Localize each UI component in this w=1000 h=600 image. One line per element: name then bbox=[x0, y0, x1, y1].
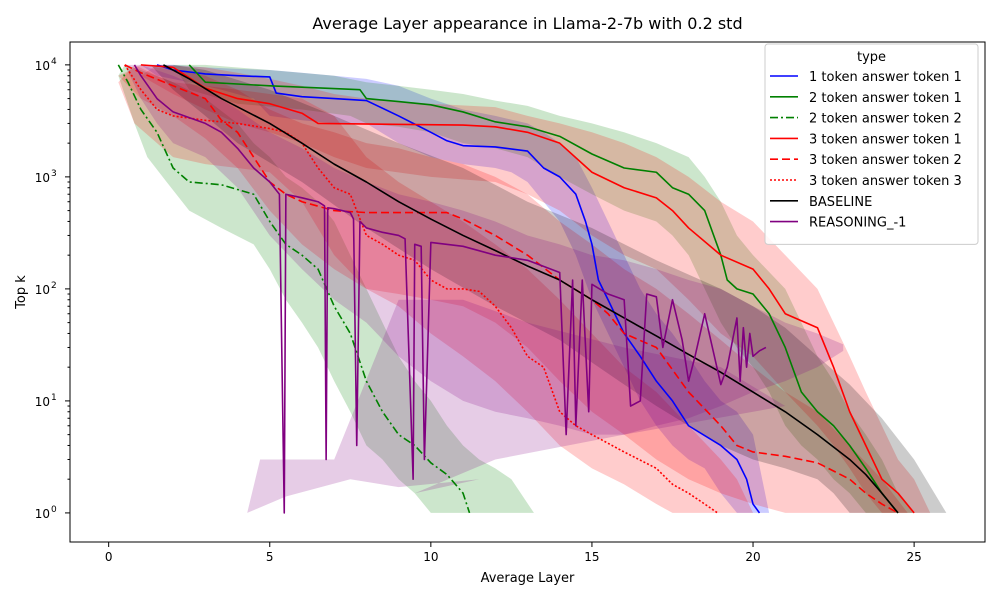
x-axis-label: Average Layer bbox=[481, 571, 575, 586]
series-lines bbox=[117, 64, 915, 514]
line-2-token-answer-token-1 bbox=[188, 64, 899, 514]
line-3-token-answer-token-3 bbox=[124, 64, 719, 514]
line-3-token-answer-token-1 bbox=[140, 64, 915, 514]
line-2-token-answer-token-2 bbox=[117, 64, 471, 514]
legend-label-baseline: BASELINE bbox=[809, 195, 872, 210]
band-1-token-answer-token-1 bbox=[140, 64, 770, 513]
x-tick-label: 15 bbox=[584, 550, 599, 564]
y-tick-label: 10 bbox=[35, 171, 50, 185]
legend-label-3-token-answer-token-3: 3 token answer token 3 bbox=[809, 174, 962, 189]
y-tick-exponent: 2 bbox=[51, 281, 57, 291]
y-tick-label: 10 bbox=[35, 395, 50, 409]
legend-label-3-token-answer-token-2: 3 token answer token 2 bbox=[809, 153, 962, 168]
chart-title: Average Layer appearance in Llama-2-7b w… bbox=[312, 14, 742, 33]
y-tick-exponent: 0 bbox=[51, 505, 57, 515]
line-1-token-answer-token-1 bbox=[156, 64, 761, 514]
legend-label-1-token-answer-token-1: 1 token answer token 1 bbox=[809, 70, 962, 85]
x-axis-ticks: 0 5 10 15 20 25 bbox=[105, 542, 922, 564]
y-tick-label: 10 bbox=[35, 507, 50, 521]
y-tick-label: 10 bbox=[35, 283, 50, 297]
band-2-token-answer-token-1 bbox=[173, 64, 915, 513]
legend-label-reasoning-1: REASONING_-1 bbox=[809, 216, 906, 231]
plot-frame bbox=[69, 41, 986, 543]
x-tick-label: 20 bbox=[745, 550, 760, 564]
legend: type 1 token answer token 1 2 token answer… bbox=[764, 43, 979, 245]
band-extra-reasoning-1 bbox=[247, 299, 786, 513]
legend-title: type bbox=[857, 50, 886, 65]
y-tick-label: 10 bbox=[35, 59, 50, 73]
x-tick-label: 5 bbox=[266, 550, 274, 564]
legend-box bbox=[764, 43, 979, 245]
band-3-token-answer-token-1 bbox=[140, 64, 931, 513]
band-baseline bbox=[150, 64, 947, 513]
band-3-token-answer-token-3 bbox=[118, 64, 754, 513]
y-tick-exponent: 3 bbox=[51, 169, 57, 179]
confidence-bands bbox=[118, 64, 947, 513]
line-reasoning-1 bbox=[133, 64, 767, 514]
x-tick-label: 0 bbox=[105, 550, 113, 564]
band-3-token-answer-token-2 bbox=[118, 64, 908, 513]
legend-label-2-token-answer-token-2: 2 token answer token 2 bbox=[809, 112, 962, 127]
legend-label-3-token-answer-token-1: 3 token answer token 1 bbox=[809, 132, 962, 147]
y-axis-label: Top k bbox=[14, 275, 29, 310]
y-tick-exponent: 1 bbox=[51, 393, 57, 403]
y-tick-exponent: 4 bbox=[51, 57, 57, 67]
x-tick-label: 10 bbox=[423, 550, 438, 564]
line-3-token-answer-token-2 bbox=[124, 64, 899, 514]
x-tick-label: 25 bbox=[906, 550, 921, 564]
legend-label-2-token-answer-token-1: 2 token answer token 1 bbox=[809, 91, 962, 106]
